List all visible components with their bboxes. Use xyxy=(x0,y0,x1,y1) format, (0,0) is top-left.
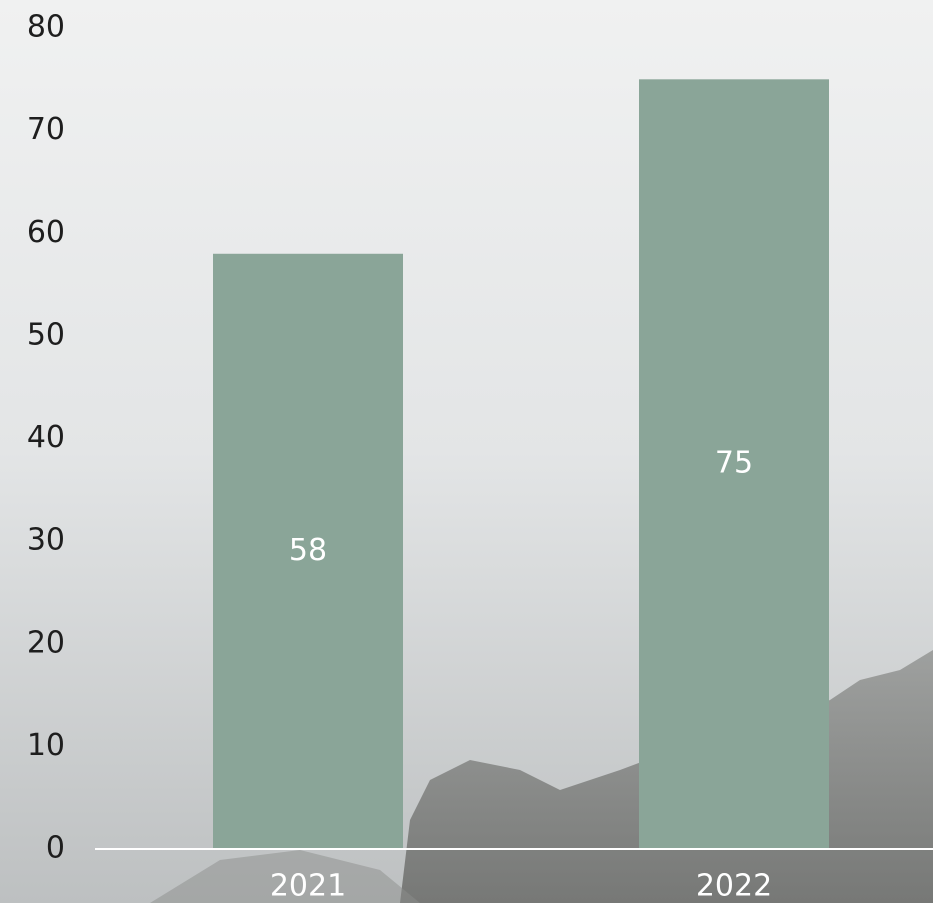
y-tick-label: 60 xyxy=(27,215,65,250)
y-tick-label: 10 xyxy=(27,728,65,763)
y-tick-label: 70 xyxy=(27,112,65,147)
y-tick-label: 50 xyxy=(27,317,65,352)
value-label: 58 xyxy=(289,533,327,568)
x-tick-label: 2022 xyxy=(696,869,772,903)
y-tick-label: 40 xyxy=(27,420,65,455)
page: {"chart_data": {"type": "bar", "categori… xyxy=(0,0,933,903)
x-tick-label: 2021 xyxy=(270,869,346,903)
y-tick-label: 80 xyxy=(27,10,65,45)
y-tick-label: 20 xyxy=(27,625,65,660)
chart: 0 10 20 30 40 50 60 70 80 58 2021 75 2022 xyxy=(0,0,933,903)
y-tick-label: 30 xyxy=(27,523,65,558)
value-label: 75 xyxy=(715,446,753,481)
y-tick-label: 0 xyxy=(46,831,65,866)
